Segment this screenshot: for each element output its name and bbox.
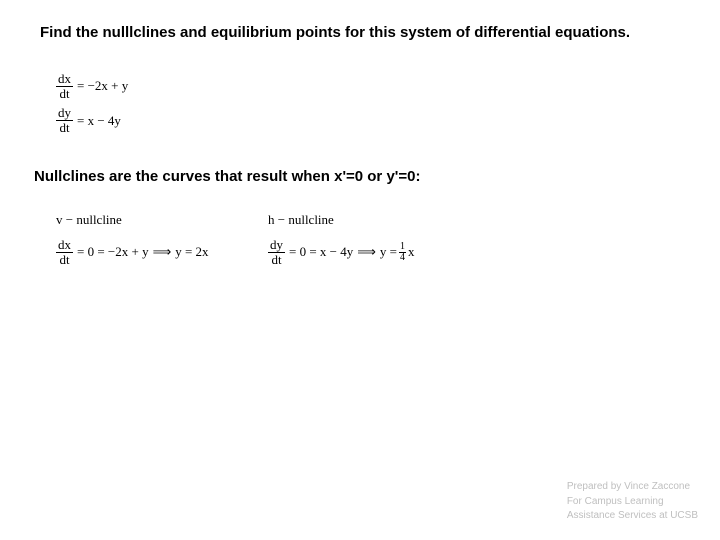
- v-nullcline-block: v − nullcline dx dt = 0 = −2x + y ⟹ y = …: [56, 212, 209, 266]
- equation-rhs: = −2x + y: [77, 78, 128, 94]
- v-nullcline-equation: dx dt = 0 = −2x + y ⟹ y = 2x: [56, 238, 209, 266]
- subtitle: Nullclines are the curves that result wh…: [34, 168, 420, 185]
- numerator: dy: [56, 106, 73, 121]
- system-equations: dx dt = −2x + y dy dt = x − 4y: [56, 72, 128, 141]
- implies-arrow-icon: ⟹: [357, 244, 376, 260]
- equation-dx-dt: dx dt = −2x + y: [56, 72, 128, 100]
- denominator: dt: [269, 253, 283, 267]
- denominator: dt: [57, 121, 71, 135]
- denominator: dt: [57, 87, 71, 101]
- fraction-dx-dt: dx dt: [56, 72, 73, 100]
- fraction-dy-dt: dy dt: [56, 106, 73, 134]
- result-prefix: y =: [380, 244, 397, 260]
- fraction-dy-dt: dy dt: [268, 238, 285, 266]
- numerator: dx: [56, 238, 73, 253]
- equation-middle: = 0 = −2x + y: [77, 244, 149, 260]
- numerator: 1: [399, 242, 406, 253]
- h-nullcline-equation: dy dt = 0 = x − 4y ⟹ y = 1 4 x: [268, 238, 414, 266]
- h-nullcline-block: h − nullcline dy dt = 0 = x − 4y ⟹ y = 1…: [268, 212, 414, 266]
- fraction-one-fourth: 1 4: [399, 242, 406, 263]
- denominator: dt: [57, 253, 71, 267]
- fraction-dx-dt: dx dt: [56, 238, 73, 266]
- h-nullcline-label: h − nullcline: [268, 212, 414, 228]
- result-suffix: x: [408, 244, 415, 260]
- footer-attribution: Prepared by Vince Zaccone For Campus Lea…: [567, 480, 698, 523]
- equation-result: y = 2x: [175, 244, 208, 260]
- page-title: Find the nulllclines and equilibrium poi…: [40, 24, 630, 41]
- numerator: dx: [56, 72, 73, 87]
- footer-line-3: Assistance Services at UCSB: [567, 509, 698, 523]
- equation-middle: = 0 = x − 4y: [289, 244, 353, 260]
- footer-line-2: For Campus Learning: [567, 495, 698, 509]
- equation-dy-dt: dy dt = x − 4y: [56, 106, 128, 134]
- footer-line-1: Prepared by Vince Zaccone: [567, 480, 698, 494]
- implies-arrow-icon: ⟹: [153, 244, 172, 260]
- numerator: dy: [268, 238, 285, 253]
- v-nullcline-label: v − nullcline: [56, 212, 209, 228]
- denominator: 4: [399, 253, 406, 263]
- equation-rhs: = x − 4y: [77, 113, 121, 129]
